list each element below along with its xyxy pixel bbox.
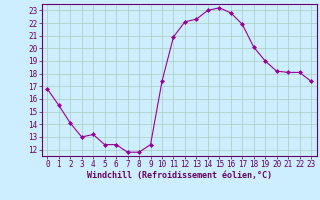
X-axis label: Windchill (Refroidissement éolien,°C): Windchill (Refroidissement éolien,°C) [87,171,272,180]
